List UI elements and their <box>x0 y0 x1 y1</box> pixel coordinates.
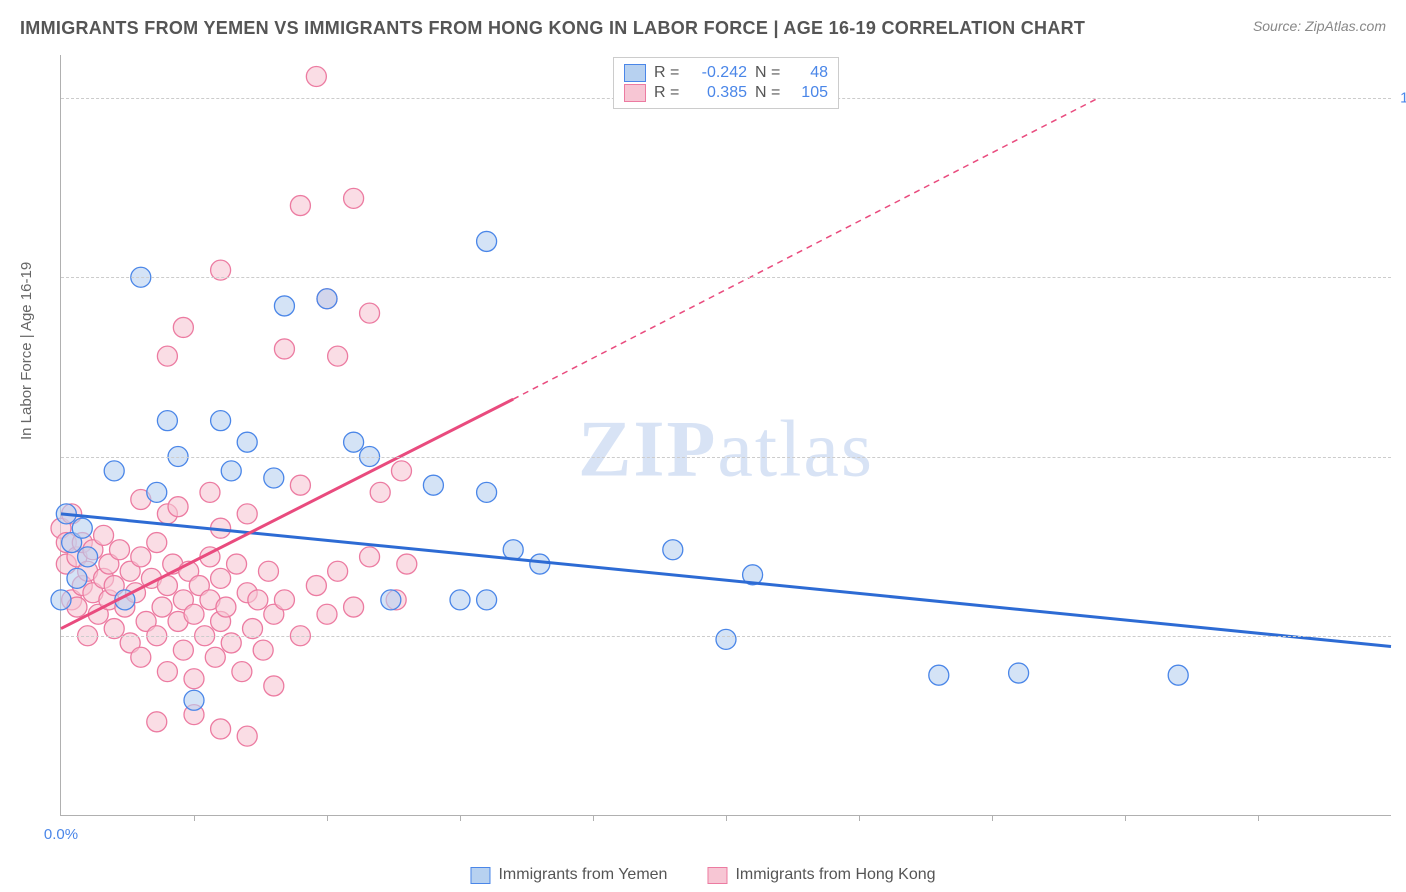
ytick-label: 75.0% <box>1396 269 1406 286</box>
ytick-label: 100.0% <box>1396 90 1406 107</box>
xtick-mark <box>859 815 860 821</box>
xtick-mark <box>1125 815 1126 821</box>
gridline <box>61 636 1391 637</box>
y-axis-label: In Labor Force | Age 16-19 <box>18 262 35 440</box>
legend-item-yemen: Immigrants from Yemen <box>470 866 667 884</box>
xtick-mark <box>593 815 594 821</box>
ytick-label: 25.0% <box>1396 627 1406 644</box>
gridline <box>61 277 1391 278</box>
chart-title: IMMIGRANTS FROM YEMEN VS IMMIGRANTS FROM… <box>20 18 1085 39</box>
legend-row-hongkong: R = 0.385 N = 105 <box>624 84 828 102</box>
gridline <box>61 457 1391 458</box>
xtick-mark <box>327 815 328 821</box>
xtick-mark <box>194 815 195 821</box>
swatch-hongkong-icon <box>707 867 727 884</box>
xtick-mark <box>992 815 993 821</box>
xtick-label: 0.0% <box>44 826 78 843</box>
legend-series: Immigrants from Yemen Immigrants from Ho… <box>470 866 935 884</box>
xtick-mark <box>726 815 727 821</box>
chart-svg <box>61 55 1391 815</box>
swatch-yemen-icon <box>470 867 490 884</box>
swatch-hongkong <box>624 84 646 102</box>
swatch-yemen <box>624 64 646 82</box>
legend-row-yemen: R = -0.242 N = 48 <box>624 64 828 82</box>
plot-area: ZIPatlas R = -0.242 N = 48 R = 0.385 N =… <box>60 55 1391 816</box>
legend-item-hongkong: Immigrants from Hong Kong <box>707 866 935 884</box>
ytick-label: 50.0% <box>1396 448 1406 465</box>
legend-correlation: R = -0.242 N = 48 R = 0.385 N = 105 <box>613 57 839 109</box>
source-label: Source: ZipAtlas.com <box>1253 18 1386 34</box>
xtick-mark <box>460 815 461 821</box>
xtick-mark <box>1258 815 1259 821</box>
